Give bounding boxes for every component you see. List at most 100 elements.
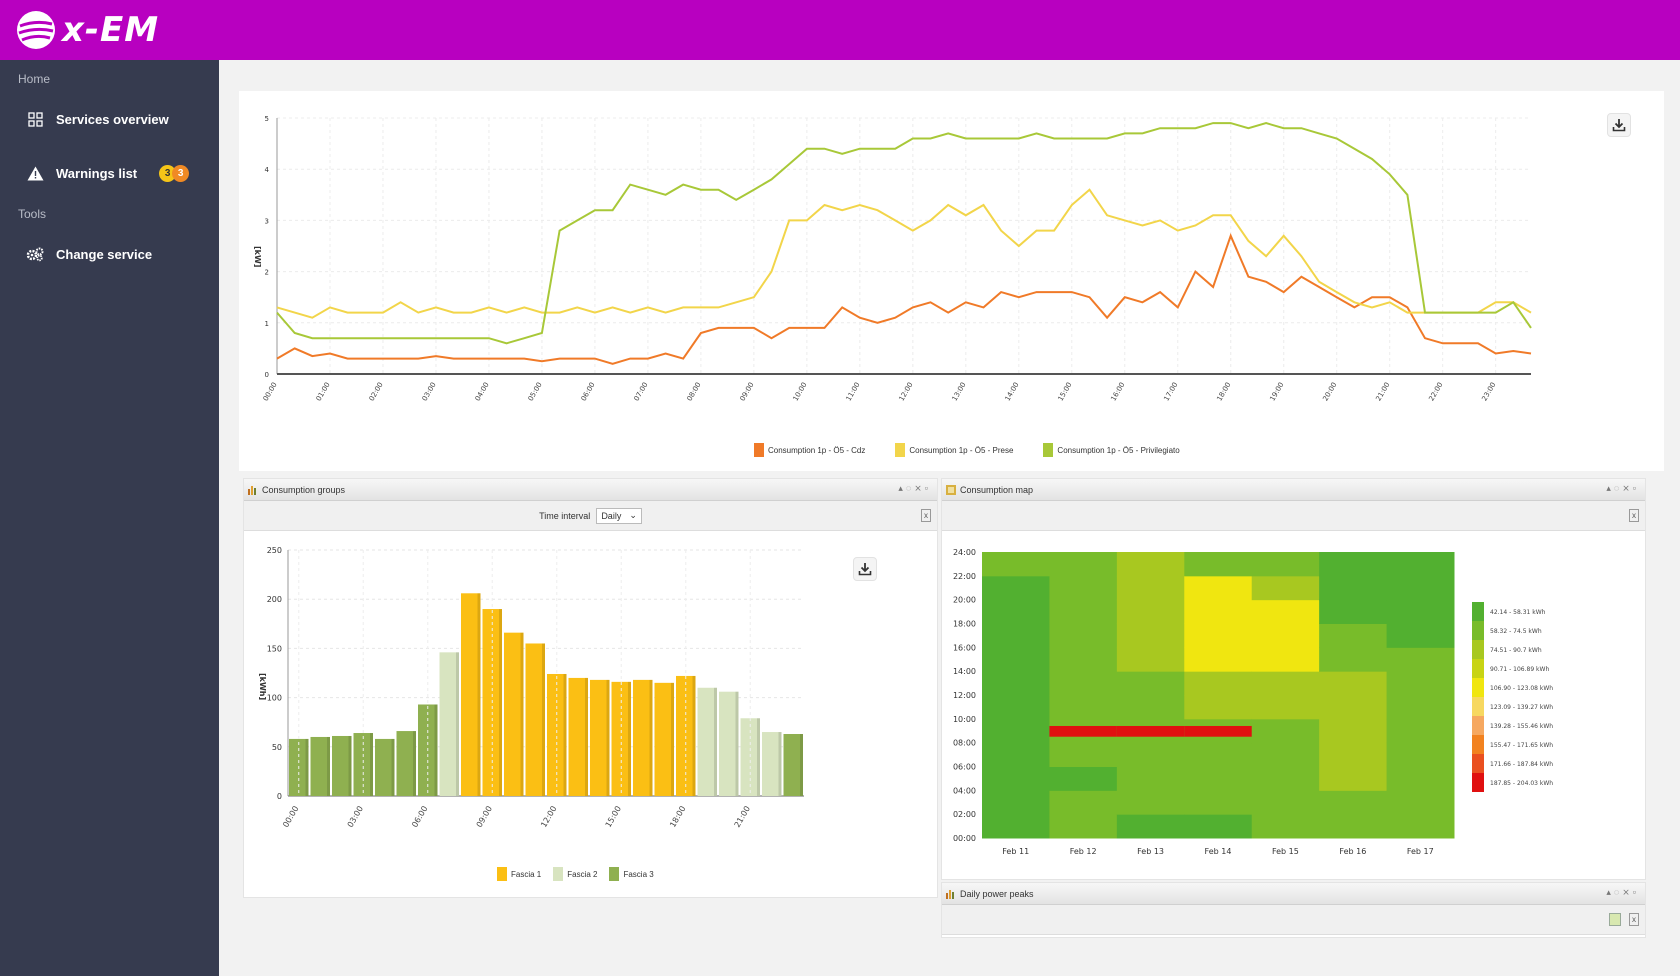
heatmap-cell [982, 575, 1050, 601]
bar-chart: 0 50 100 150 200 250 [kWh] 00:00 03:00 06:00 09:00… [258, 546, 804, 829]
legend-item-fascia-1[interactable]: Fascia 1 [497, 867, 541, 881]
x-tick-label: 02:00 [368, 381, 385, 402]
x-tick-label: 07:00 [633, 381, 650, 402]
x-tick-label: 10:00 [792, 381, 809, 402]
legend-item-fascia-2[interactable]: Fascia 2 [553, 867, 597, 881]
x-tick-label: 19:00 [1268, 381, 1285, 402]
consumption-map-panel: Consumption map ▴◌⨯▫ x 24:00 22:00 20:00 18… [941, 478, 1646, 880]
line-chart-legend: Consumption 1p - Ö5 - Cdz Consumption 1p… [754, 443, 1180, 457]
export-icon[interactable]: x [1629, 509, 1639, 522]
heatmap-cell [1116, 725, 1185, 737]
bar-shade [413, 731, 416, 796]
bar-shade [692, 675, 696, 796]
sidebar-item-label: Services overview [56, 111, 169, 127]
y-tick-label: 0 [277, 792, 282, 801]
heatmap-cell [1251, 599, 1320, 624]
legend-item-privilegiato[interactable]: Consumption 1p - Ö5 - Privilegiato [1043, 443, 1180, 457]
heatmap-cell [1049, 552, 1118, 577]
heatmap-cell [982, 814, 1050, 839]
heatmap-cell [1251, 671, 1320, 696]
x-tick-label: 06:00 [410, 805, 429, 829]
line-chart-card: 0 1 2 3 4 5 [kW] 00:00 01:00 02:00 03:00 04:00 05:00… [239, 91, 1664, 471]
legend-label: 106.90 - 123.08 kWh [1490, 685, 1553, 692]
heatmap-cell [1251, 718, 1320, 744]
sidebar-item-services-overview[interactable]: Services overview [0, 99, 219, 139]
x-tick-label: Feb 17 [1407, 847, 1434, 856]
legend-item-prese[interactable]: Consumption 1p - Ö5 - Prese [895, 443, 1013, 457]
heatmap-cell [1319, 575, 1388, 601]
heatmap-cell [1251, 552, 1320, 577]
heatmap-cell [982, 647, 1050, 672]
heatmap-cell [1049, 671, 1118, 696]
bar [633, 679, 653, 796]
time-interval-select[interactable]: Daily ⌄ [596, 507, 642, 524]
heatmap-cell [1251, 647, 1320, 672]
heatmap-cell [1184, 742, 1253, 767]
x-tick-label: 00:00 [262, 381, 279, 402]
app-logo[interactable]: x-EM [16, 8, 159, 52]
bar-shade [391, 738, 395, 796]
y-tick-label: 08:00 [953, 739, 976, 748]
download-icon [858, 563, 872, 576]
panel-controls-icon[interactable]: ▴◌⨯▫ [898, 483, 931, 493]
heatmap-cell [982, 742, 1050, 767]
heatmap-cell [1184, 695, 1253, 720]
time-interval-label: Time interval [539, 510, 591, 521]
heatmap-cell [1386, 575, 1455, 601]
legend-swatch [497, 867, 507, 881]
download-button[interactable] [853, 557, 877, 581]
legend-swatch [1043, 443, 1054, 457]
heatmap-cell [982, 766, 1050, 791]
bar-shade [585, 677, 588, 796]
panel-title: Consumption map [960, 484, 1034, 495]
heatmap-cell [1319, 814, 1388, 839]
legend-label: 123.09 - 139.27 kWh [1490, 704, 1553, 711]
heatmap-cell [982, 790, 1050, 815]
legend-label: 187.85 - 204.03 kWh [1490, 780, 1553, 787]
download-button[interactable] [1607, 113, 1631, 137]
heatmap-cell [1116, 575, 1185, 601]
legend-item-cdz[interactable]: Consumption 1p - Ö5 - Cdz [754, 443, 865, 457]
bar [525, 643, 545, 796]
x-tick-label: 06:00 [580, 381, 597, 402]
bar-shade [499, 609, 502, 796]
x-tick-label: 09:00 [739, 381, 756, 402]
gears-icon [26, 245, 44, 263]
sidebar-item-warnings-list[interactable]: Warnings list 3 3 [0, 153, 219, 193]
y-tick-label: 150 [267, 644, 282, 653]
legend-swatch [1472, 621, 1484, 640]
x-tick-label: 23:00 [1480, 381, 1497, 402]
bar-shade [370, 733, 373, 796]
heatmap-cell [1251, 742, 1320, 767]
panel-controls-icon[interactable]: ▴◌⨯▫ [1606, 887, 1639, 897]
excel-icon[interactable] [1609, 913, 1621, 926]
bar [504, 632, 524, 796]
heatmap-cell [1049, 725, 1117, 737]
heatmap-cell [1251, 766, 1320, 791]
heatmap-cell [1116, 766, 1185, 791]
heatmap-cell [1049, 623, 1118, 648]
sidebar-item-label: Change service [56, 246, 153, 262]
panel-controls-icon[interactable]: ▴◌⨯▫ [1606, 483, 1639, 493]
y-tick-label: 3 [265, 217, 269, 225]
x-tick-label: Feb 16 [1339, 847, 1366, 856]
x-tick-label: Feb 15 [1272, 847, 1299, 856]
x-tick-label: 12:00 [898, 381, 915, 402]
bar-shade [671, 682, 674, 796]
heatmap-cell [1386, 552, 1455, 577]
heatmap-cell [1319, 742, 1388, 767]
heatmap-cell [1184, 814, 1253, 839]
export-icon[interactable]: x [921, 509, 931, 522]
export-icon[interactable]: x [1629, 913, 1639, 926]
sidebar-item-change-service[interactable]: Change service [0, 234, 219, 274]
bar-shade [520, 632, 524, 796]
bar-shade [456, 652, 459, 796]
legend-item-fascia-3[interactable]: Fascia 3 [609, 867, 654, 881]
panel-toolbar: x [942, 905, 1645, 935]
heatmap-cell [1116, 552, 1185, 577]
heatmap-cell [1184, 552, 1253, 577]
x-tick-label: 04:00 [474, 381, 491, 402]
legend-swatch [1472, 735, 1484, 754]
legend-swatch [1472, 602, 1484, 621]
heatmap-cell [1386, 695, 1455, 720]
